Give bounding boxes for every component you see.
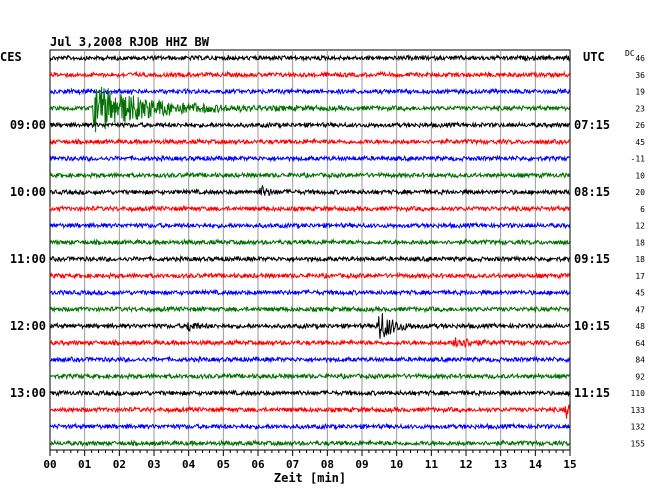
x-tick-label: 00	[43, 458, 56, 471]
trace-line-7	[49, 171, 571, 180]
left-time-label: 12:00	[10, 319, 46, 333]
left-timezone-label: CES	[0, 50, 22, 64]
x-tick-label: 13	[494, 458, 507, 471]
trace-line-23	[49, 438, 570, 448]
dc-offset-value: 92	[635, 372, 645, 381]
plot-border	[49, 49, 571, 451]
trace-line-19	[49, 372, 570, 381]
x-tick-label: 05	[217, 458, 230, 471]
trace-line-6	[50, 154, 571, 163]
trace-line-2	[49, 87, 571, 96]
dc-offset-value: 45	[635, 289, 645, 298]
dc-offset-value: 18	[635, 238, 645, 247]
trace-line-8	[49, 184, 570, 197]
x-tick-label: 02	[113, 458, 126, 471]
dc-offset-value: 45	[635, 138, 645, 147]
trace-line-20	[49, 389, 571, 398]
dc-offset-value: 26	[635, 121, 645, 130]
trace-line-12	[49, 254, 570, 264]
dc-offset-value: 23	[635, 104, 645, 113]
dc-offset-value: 36	[635, 71, 645, 80]
right-time-label: 10:15	[574, 319, 610, 333]
dc-offset-value: 6	[640, 205, 645, 214]
left-time-label: 13:00	[10, 386, 46, 400]
chart-labels: 00 01 02 03 04 05 06 07 08 09 10 11 12 13 14 15 46 36 19 23…	[10, 54, 645, 471]
trace-line-14	[49, 288, 571, 297]
x-tick-label: 12	[459, 458, 472, 471]
right-time-label: 11:15	[574, 386, 610, 400]
dc-offset-value: 110	[631, 389, 646, 398]
x-tick-label: 08	[321, 458, 334, 471]
seismic-traces	[49, 53, 571, 448]
x-tick-label: 14	[529, 458, 543, 471]
trace-line-10	[49, 221, 571, 230]
dc-offset-value: 133	[631, 406, 646, 415]
x-tick-label: 04	[182, 458, 196, 471]
dc-offset-value: 12	[635, 222, 645, 231]
x-axis-label: Zeit [min]	[274, 471, 346, 485]
plot-frame	[49, 49, 571, 456]
trace-line-5	[49, 137, 570, 146]
dc-offset-value: -11	[631, 155, 646, 164]
trace-line-11	[49, 237, 571, 247]
x-tick-label: 03	[147, 458, 160, 471]
x-tick-label: 06	[251, 458, 265, 471]
x-tick-label: 11	[425, 458, 439, 471]
dc-offset-value: 48	[635, 322, 645, 331]
dc-offset-value: 64	[635, 339, 645, 348]
x-tick-label: 10	[390, 458, 403, 471]
chart-title: Jul 3,2008 RJOB HHZ BW	[50, 35, 210, 49]
trace-line-9	[49, 204, 571, 214]
trace-line-0	[49, 53, 571, 63]
trace-line-22	[49, 422, 571, 431]
dc-offset-value: 47	[635, 305, 645, 314]
x-tick-label: 09	[355, 458, 368, 471]
trace-line-13	[49, 271, 571, 280]
left-time-label: 10:00	[10, 185, 46, 199]
x-tick-label: 07	[286, 458, 299, 471]
dc-offset-value: 18	[635, 255, 645, 264]
dc-offset-value: 20	[635, 188, 645, 197]
dc-offset-value: 19	[635, 88, 645, 97]
trace-line-21	[49, 404, 571, 419]
trace-line-4	[49, 120, 571, 129]
left-time-label: 09:00	[10, 118, 46, 132]
x-tick-label: 15	[563, 458, 576, 471]
dc-offset-value: 132	[631, 423, 646, 432]
trace-line-17	[49, 337, 570, 348]
right-time-label: 08:15	[574, 185, 610, 199]
right-time-label: 09:15	[574, 252, 610, 266]
right-timezone-label: UTC	[583, 50, 605, 64]
dc-offset-value: 155	[631, 439, 646, 448]
dc-offset-value: 17	[635, 272, 645, 281]
trace-line-18	[49, 355, 571, 364]
x-tick-label: 01	[78, 458, 92, 471]
right-time-label: 07:15	[574, 118, 610, 132]
trace-line-15	[49, 305, 570, 314]
left-time-label: 11:00	[10, 252, 46, 266]
trace-line-1	[49, 70, 571, 79]
dc-offset-value: 10	[635, 171, 645, 180]
dc-offset-value: 84	[635, 356, 645, 365]
dc-label: DC	[625, 49, 635, 58]
dc-offset-value: 46	[635, 54, 645, 63]
trace-line-16	[49, 313, 571, 339]
trace-line-3	[49, 86, 571, 133]
